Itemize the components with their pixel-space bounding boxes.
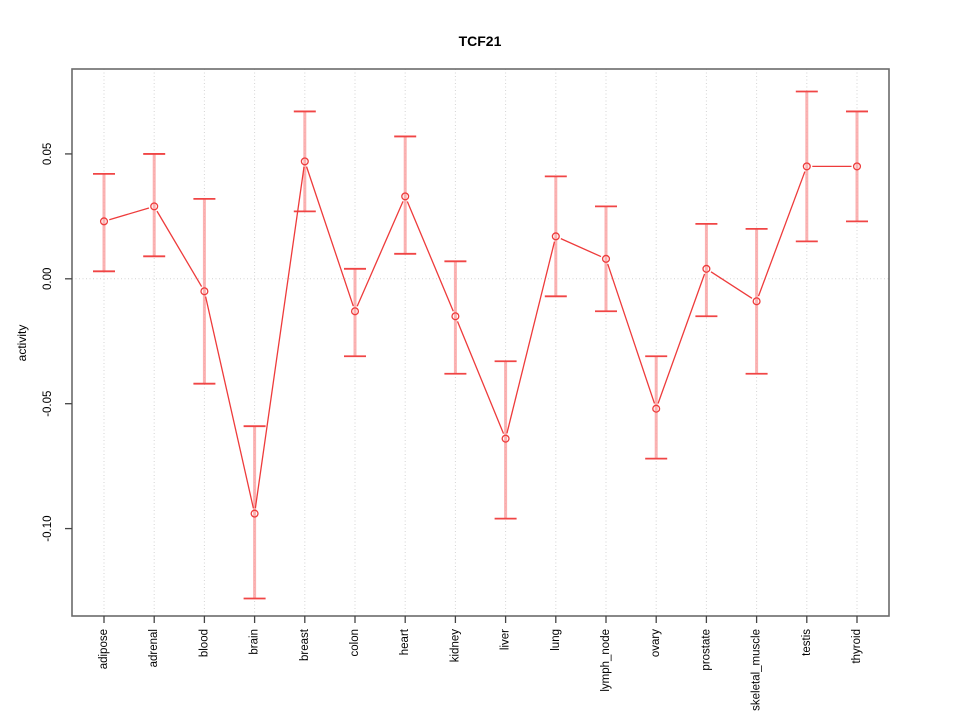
series-segment — [506, 241, 556, 434]
x-tick-label: adrenal — [148, 629, 160, 667]
x-tick-label: adipose — [98, 629, 110, 669]
series-segment — [456, 321, 505, 434]
x-tick-label: heart — [399, 628, 411, 655]
series-segment — [356, 201, 404, 307]
y-tick-label: 0.05 — [42, 143, 54, 165]
x-tick-label: lymph_node — [600, 629, 612, 692]
data-point — [401, 192, 410, 201]
data-point — [150, 202, 159, 211]
series-segment — [254, 166, 305, 509]
x-tick-label: ovary — [650, 629, 662, 657]
series-segment — [657, 273, 706, 404]
y-tick-label: -0.05 — [42, 391, 54, 417]
x-tick-label: brain — [249, 629, 261, 655]
data-point — [250, 509, 259, 518]
y-tick-label: -0.10 — [42, 515, 54, 541]
x-tick-label: liver — [500, 629, 512, 650]
data-point — [99, 217, 109, 226]
data-point — [200, 287, 209, 296]
data-point — [350, 307, 360, 316]
series-segment — [156, 210, 203, 287]
x-tick-label: lung — [550, 629, 562, 651]
x-tick-label: thyroid — [851, 629, 863, 664]
plot-frame — [71, 68, 890, 617]
data-point — [601, 254, 611, 263]
data-point — [852, 162, 862, 171]
series-segment — [204, 296, 255, 509]
data-point — [752, 297, 761, 306]
x-tick-label: prostate — [700, 629, 712, 671]
data-point — [551, 232, 560, 241]
data-point — [652, 404, 661, 413]
data-point — [501, 434, 510, 443]
x-tick-label: breast — [299, 628, 311, 661]
series-segment — [109, 207, 150, 221]
x-tick-label: blood — [198, 629, 210, 657]
data-point — [451, 312, 460, 321]
chart-title: TCF21 — [458, 33, 502, 49]
data-point — [702, 264, 711, 273]
y-tick-label: 0.00 — [42, 268, 54, 290]
x-tick-label: testis — [801, 629, 813, 656]
x-tick-label: colon — [349, 629, 361, 657]
series-segment — [305, 166, 354, 307]
series-segment — [406, 201, 454, 312]
data-point — [300, 157, 309, 166]
x-tick-label: kidney — [449, 629, 461, 662]
data-point — [802, 162, 811, 171]
series-segment — [560, 238, 602, 258]
series-segment — [710, 271, 753, 299]
series-segment — [607, 263, 656, 404]
x-tick-label: skeletal_muscle — [751, 629, 763, 711]
series-segment — [757, 171, 806, 297]
